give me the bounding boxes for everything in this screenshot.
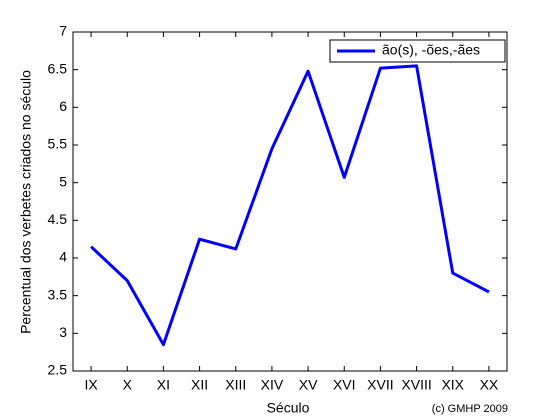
x-tick-label: XVII [367,377,393,393]
x-tick-label: XIX [441,377,464,393]
x-axis-label: Século [267,400,310,416]
x-tick-label: XIII [225,377,246,393]
plot-frame [72,31,508,372]
x-tick-label: XI [157,377,170,393]
x-tick-label: XIV [261,377,284,393]
x-tick-label: XII [191,377,208,393]
y-tick-label: 7 [59,23,67,39]
legend-label: ão(s), -ões,-ães [382,42,480,58]
data-line [90,64,490,347]
x-tick-label: XX [480,377,499,393]
y-tick-label: 3.5 [48,286,68,302]
y-tick-label: 6 [59,98,67,114]
annotation: (c) GMHP 2009 [432,403,508,415]
y-tick-label: 5 [59,173,67,189]
y-tick-label: 4.5 [48,211,68,227]
x-tick-label: IX [84,377,98,393]
x-tick-label: XVI [333,377,356,393]
y-tick-label: 3 [59,324,67,340]
y-axis-label: Percentual dos verbetes criados no sécul… [18,70,34,334]
x-tick-label: X [123,377,133,393]
y-tick-label: 4 [59,249,67,265]
x-tick-label: XVIII [401,377,431,393]
y-tick-label: 5.5 [48,136,68,152]
legend-box [329,39,506,63]
y-tick-label: 2.5 [48,362,68,378]
y-tick-label: 6.5 [48,60,68,76]
x-tick-label: XV [299,377,318,393]
